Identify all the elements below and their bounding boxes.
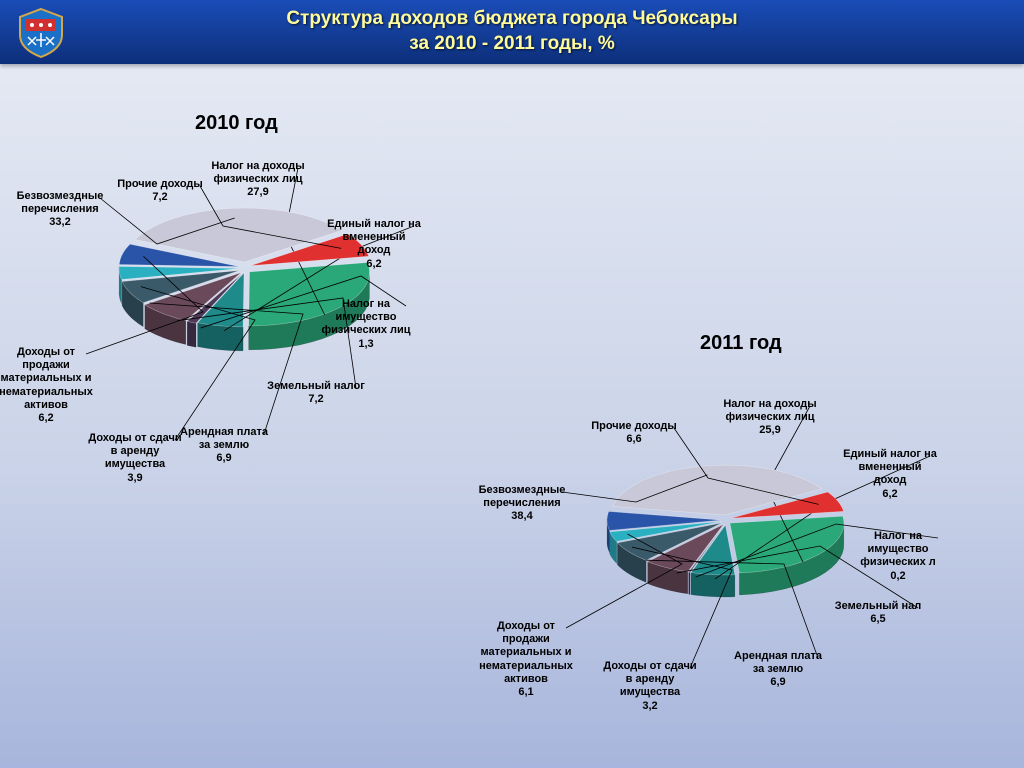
slice-label: Земельный нал 6,5 xyxy=(835,600,921,626)
slice-label: Налог на имущество физических лиц 1,3 xyxy=(321,298,410,351)
slice-label: Безвозмездные перечисления 38,4 xyxy=(479,484,566,524)
slice-label: Доходы от продажи материальных и нематер… xyxy=(479,620,573,699)
slice-label: Арендная плата за землю 6,9 xyxy=(734,650,822,690)
slice-label: Единый налог на вмененный доход 6,2 xyxy=(843,448,937,501)
slice-label: Налог на доходы физических лиц 25,9 xyxy=(723,398,816,438)
slice-label: Налог на доходы физических лиц 27,9 xyxy=(211,160,304,200)
slice-label: Арендная плата за землю 6,9 xyxy=(180,426,268,466)
slice-label: Доходы от сдачи в аренду имущества 3,9 xyxy=(88,432,181,485)
slice-label: Безвозмездные перечисления 33,2 xyxy=(17,190,104,230)
slice-label: Прочие доходы 6,6 xyxy=(591,420,677,446)
slice-label: Земельный налог 7,2 xyxy=(267,380,365,406)
slice-label: Прочие доходы 7,2 xyxy=(117,178,203,204)
slice-label: Доходы от сдачи в аренду имущества 3,2 xyxy=(603,660,696,713)
slice-label: Единый налог на вмененный доход 6,2 xyxy=(327,218,421,271)
slice-label: Налог на имущество физических л 0,2 xyxy=(860,530,936,583)
slice-label: Доходы от продажи материальных и нематер… xyxy=(0,346,93,425)
